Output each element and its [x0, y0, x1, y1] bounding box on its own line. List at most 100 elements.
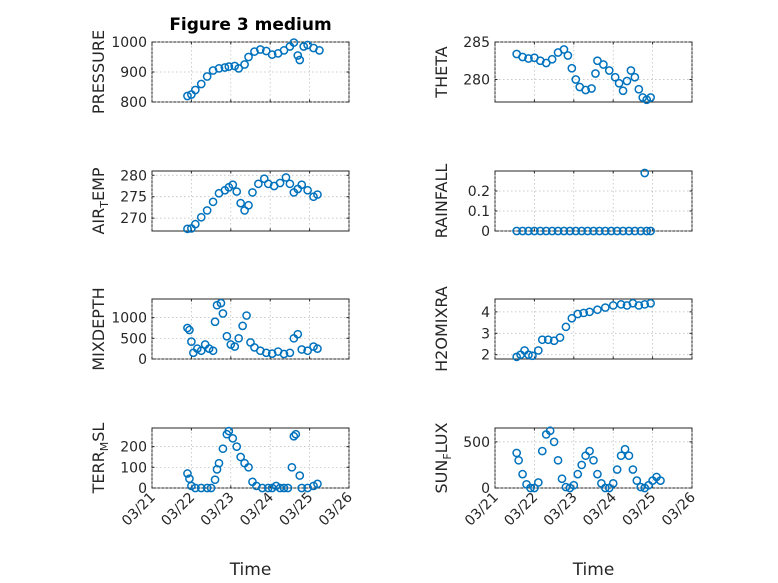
data-point [232, 187, 242, 196]
data-point [526, 483, 535, 493]
data-point [600, 226, 610, 236]
y-axis-label-main: MIXDEPTH [89, 287, 108, 370]
y-axis-label: SUNFLUX [432, 422, 454, 493]
data-point [593, 469, 602, 479]
y-axis-label: PRESSURE [89, 30, 108, 114]
data-point [287, 462, 297, 472]
data-point [591, 69, 600, 78]
data-point [214, 64, 224, 73]
data-point [190, 85, 200, 95]
y-axis-label-main: RAINFALL [432, 164, 451, 239]
data-point [577, 226, 587, 236]
data-point [222, 331, 232, 341]
data-point [518, 52, 527, 62]
data-point [646, 226, 655, 236]
data-point [634, 301, 644, 310]
y-axis-label-main: THETA [432, 46, 451, 98]
data-point [606, 226, 616, 236]
data-point [289, 38, 299, 47]
data-point [190, 219, 200, 229]
data-point [216, 298, 226, 308]
data-point [618, 86, 628, 96]
y-axis-label-tail: SL [89, 423, 108, 442]
data-point [291, 429, 301, 439]
subplot-theta: 280 285 THETA [432, 35, 693, 105]
data-point [183, 224, 192, 234]
data-point [557, 474, 567, 484]
data-point [561, 322, 571, 332]
data-point [234, 333, 244, 343]
data-point [616, 300, 626, 309]
y-axis-label: AIRTEMP [89, 167, 111, 234]
y-tick-label: 0.2 [468, 184, 490, 200]
data-point [547, 226, 557, 236]
y-tick-label: 500 [120, 331, 147, 347]
data-point [608, 301, 618, 310]
data-point [608, 479, 618, 488]
y-tick-label: 500 [463, 435, 490, 451]
subplot-rainfall: 0 0.1 0.2 RAINFALL [432, 164, 693, 240]
data-point [518, 469, 527, 479]
data-point [632, 476, 642, 485]
data-point [183, 469, 192, 478]
data-point [244, 52, 253, 62]
data-point [254, 179, 263, 189]
data-point [626, 66, 636, 75]
y-tick-label: 280 [463, 73, 490, 89]
data-point [640, 300, 650, 309]
data-point [618, 226, 628, 236]
data-point [543, 335, 553, 345]
data-point [214, 458, 224, 468]
data-point [624, 451, 634, 461]
data-point [242, 311, 251, 320]
y-tick-label: 1000 [111, 35, 147, 51]
data-point [636, 482, 646, 492]
data-point [228, 433, 238, 443]
data-point [545, 426, 555, 436]
y-tick-label: 0 [138, 352, 147, 368]
data-point [585, 307, 594, 317]
data-point [518, 226, 527, 236]
data-point [604, 66, 614, 75]
data-point [585, 446, 594, 456]
data-point [577, 460, 587, 470]
data-point [559, 45, 569, 54]
y-tick-label: 270 [120, 211, 147, 227]
y-axis-label-tail: EMP [89, 167, 108, 201]
y-axis-label: THETA [432, 46, 451, 98]
y-axis-label-main: H2OMIXRA [432, 286, 451, 372]
y-tick-label: 280 [120, 168, 147, 184]
y-tick-label: 275 [120, 190, 147, 206]
data-point [630, 72, 640, 82]
data-point [183, 91, 192, 101]
data-point [573, 469, 583, 479]
data-point [528, 351, 537, 361]
y-axis-label-main: PRESSURE [89, 30, 108, 114]
data-point [567, 313, 577, 323]
y-tick-label: 0.1 [468, 204, 490, 220]
data-point [279, 349, 289, 359]
data-point [600, 483, 610, 493]
data-point [537, 446, 547, 456]
y-tick-label: 100 [120, 460, 147, 476]
data-point [573, 309, 583, 319]
data-point [293, 51, 303, 60]
y-tick-label: 2 [481, 348, 490, 364]
data-point [228, 180, 238, 190]
data-point [285, 179, 295, 189]
data-point [583, 226, 592, 236]
data-point [547, 54, 557, 64]
data-point [612, 226, 622, 236]
data-point [593, 56, 602, 66]
y-tick-label: 900 [120, 65, 147, 81]
data-point [257, 483, 267, 493]
data-point [571, 75, 581, 84]
data-point [620, 444, 630, 454]
data-point [565, 226, 575, 236]
data-point [297, 345, 307, 354]
data-point [218, 309, 228, 318]
data-point [299, 42, 309, 51]
chart-title: Figure 3 medium [169, 15, 331, 35]
